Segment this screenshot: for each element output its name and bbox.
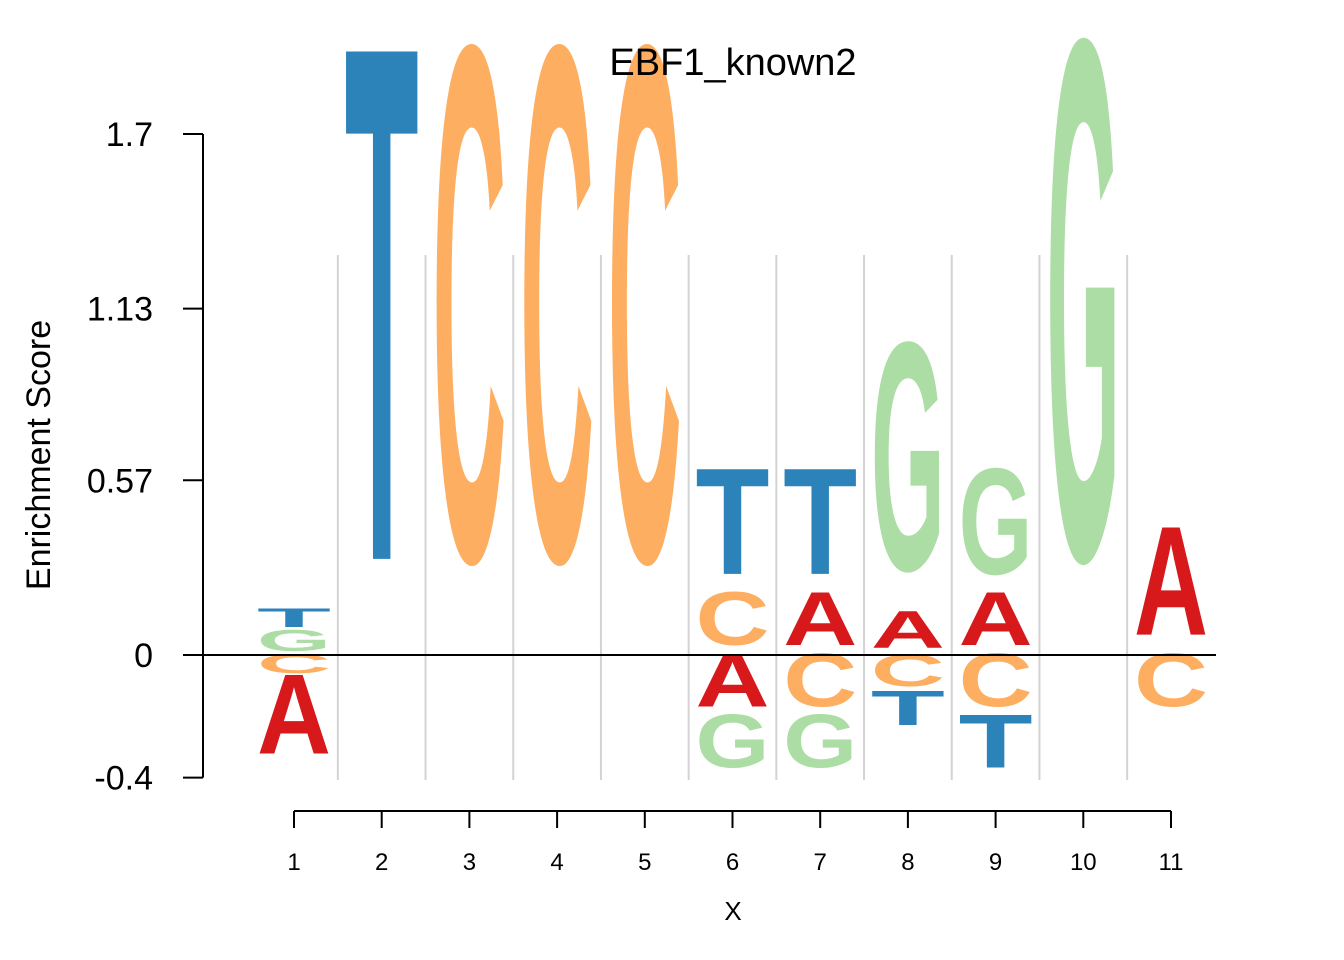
y-tick-label: -0.4 xyxy=(94,760,153,798)
logo-letter-g: G xyxy=(257,623,331,657)
logo-letter-a: A xyxy=(696,638,770,723)
logo-letter-c: C xyxy=(696,577,770,662)
x-tick-label: 9 xyxy=(989,849,1002,876)
logo-letter-a: A xyxy=(959,577,1033,662)
logo-letter-t: T xyxy=(257,603,331,633)
y-axis: -0.4 0 0.57 1.13 1.7 xyxy=(87,116,204,798)
logo-letter-c: C xyxy=(1134,638,1208,723)
y-tick-label: 1.13 xyxy=(87,291,153,329)
logo-letter-c: C xyxy=(257,649,331,679)
logo-letter-g: G xyxy=(959,436,1033,606)
x-axis-label: X xyxy=(724,896,741,926)
x-tick-label: 2 xyxy=(375,849,388,876)
x-tick-label: 3 xyxy=(463,849,476,876)
x-tick-label: 8 xyxy=(901,849,914,876)
logo-letter-g: G xyxy=(783,700,857,785)
logo-letter-t: T xyxy=(696,438,770,607)
logo-letter-a: A xyxy=(871,600,945,659)
logo-letter-c: C xyxy=(432,0,506,716)
y-tick-label: 1.7 xyxy=(106,116,153,154)
logo-letter-t: T xyxy=(345,0,419,715)
logo-letter-a: A xyxy=(783,577,857,662)
y-axis-label: Enrichment Score xyxy=(20,320,58,590)
x-tick-label: 11 xyxy=(1159,849,1184,876)
logo-letter-c: C xyxy=(871,644,945,695)
logo-letter-c: C xyxy=(783,638,857,723)
x-tick-label: 7 xyxy=(814,849,827,876)
x-tick-label: 6 xyxy=(726,849,739,876)
logo-letter-a: A xyxy=(257,650,331,777)
logo-letter-t: T xyxy=(959,699,1033,784)
x-tick-label: 1 xyxy=(287,849,300,876)
logo-letter-a: A xyxy=(1134,494,1208,668)
logo-letter-c: C xyxy=(959,638,1033,723)
logo-letter-g: G xyxy=(1046,0,1120,716)
x-tick-label: 4 xyxy=(550,849,563,876)
logo-letter-c: C xyxy=(608,0,682,716)
logo-letter-g: G xyxy=(696,700,770,785)
logo-letter-c: C xyxy=(520,0,594,716)
chart-title: EBF1_known2 xyxy=(609,42,856,84)
column-separators xyxy=(336,255,1129,780)
logo-letter-g: G xyxy=(871,275,945,640)
y-tick-label: 0.57 xyxy=(87,462,153,500)
x-tick-label: 10 xyxy=(1070,849,1097,876)
x-tick-label: 5 xyxy=(638,849,651,876)
x-axis: 1 2 3 4 5 6 7 8 9 10 11 xyxy=(287,810,1184,876)
logo-letter-t: T xyxy=(871,680,945,736)
y-tick-label: 0 xyxy=(134,637,153,675)
logo-letter-t: T xyxy=(783,438,857,607)
